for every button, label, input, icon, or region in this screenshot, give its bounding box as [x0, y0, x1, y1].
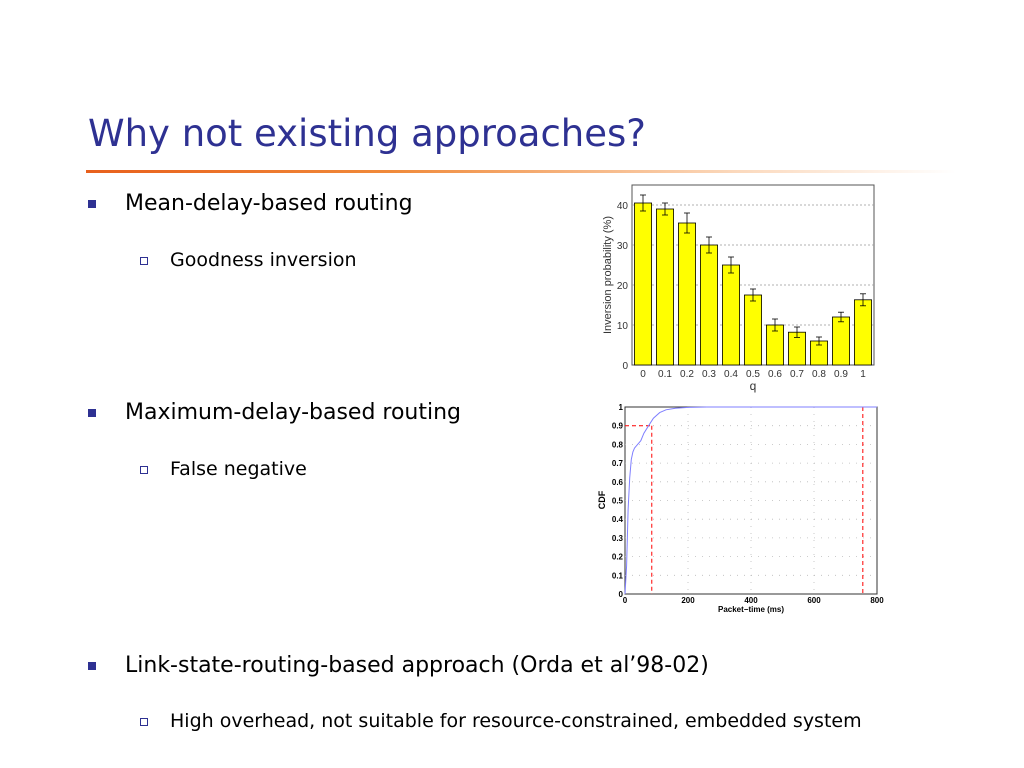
x-tick-label: 0.9: [834, 369, 848, 380]
y-tick-label: 0.7: [612, 459, 624, 468]
x-tick-label: 0.2: [680, 369, 694, 380]
y-tick-label: 0.1: [612, 571, 624, 580]
x-tick-label: 0.1: [658, 369, 672, 380]
subbullet-square-icon: [140, 718, 148, 726]
x-tick-label: 800: [870, 596, 884, 605]
subbullet-square-icon: [140, 257, 148, 265]
x-tick-label: 0.4: [724, 369, 738, 380]
bar: [700, 244, 718, 366]
y-tick-label: 30: [617, 241, 629, 252]
bar: [722, 264, 740, 366]
x-tick-label: 600: [807, 596, 821, 605]
title-rule: [86, 170, 956, 173]
bullet-label: Maximum-delay-based routing: [125, 400, 462, 425]
bar: [656, 208, 674, 366]
subbullet-label: High overhead, not suitable for resource…: [170, 710, 862, 732]
y-tick-label: 0.9: [612, 422, 624, 431]
y-tick-label: 0.5: [612, 497, 624, 506]
y-tick-label: 20: [617, 281, 629, 292]
x-tick-label: 200: [681, 596, 695, 605]
bullet-square-icon: [88, 662, 96, 670]
x-tick-label: 1: [860, 369, 866, 380]
bar: [854, 299, 872, 366]
y-tick-label: 0: [619, 590, 624, 599]
y-tick-label: 0.6: [612, 478, 624, 487]
y-tick-label: 0.3: [612, 534, 624, 543]
y-axis-label: CDF: [597, 490, 607, 509]
x-axis-label: q: [750, 379, 757, 393]
x-tick-label: 0.3: [702, 369, 716, 380]
y-axis-label: Inversion probability (%): [602, 216, 614, 334]
bullet-square-icon: [88, 409, 96, 417]
bar: [832, 316, 850, 366]
x-tick-label: 0: [640, 369, 646, 380]
y-tick-label: 0: [622, 361, 628, 372]
bullet-label: Mean-delay-based routing: [125, 191, 413, 216]
subbullet-label: Goodness inversion: [170, 249, 357, 271]
bar: [678, 222, 696, 366]
bullet-label: Link-state-routing-based approach (Orda …: [125, 653, 709, 678]
cdf-chart: 0 0.1 0.2 0.3 0.4 0.5 0.6 0.7 0.8 0.9 1 0 200 400 600…: [597, 403, 884, 614]
x-tick-label: 0.5: [746, 369, 760, 380]
bar: [744, 294, 762, 366]
x-tick-label: 400: [744, 596, 758, 605]
y-tick-label: 1: [619, 403, 624, 412]
bullet-square-icon: [88, 200, 96, 208]
slide-title: Why not existing approaches?: [88, 112, 646, 155]
y-tick-label: 40: [617, 201, 629, 212]
subbullet-label: False negative: [170, 458, 307, 480]
bar: [634, 202, 652, 366]
subbullet-square-icon: [140, 466, 148, 474]
y-tick-label: 10: [617, 321, 629, 332]
x-tick-label: 0.7: [790, 369, 804, 380]
x-tick-label: 0.6: [768, 369, 782, 380]
y-tick-label: 0.8: [612, 440, 624, 449]
y-tick-label: 0.4: [612, 515, 624, 524]
x-axis-label: Packet−time (ms): [718, 605, 784, 614]
y-tick-label: 0.2: [612, 553, 624, 562]
x-tick-label: 0: [623, 596, 628, 605]
cdf-line: [624, 406, 877, 595]
x-tick-label: 0.8: [812, 369, 826, 380]
